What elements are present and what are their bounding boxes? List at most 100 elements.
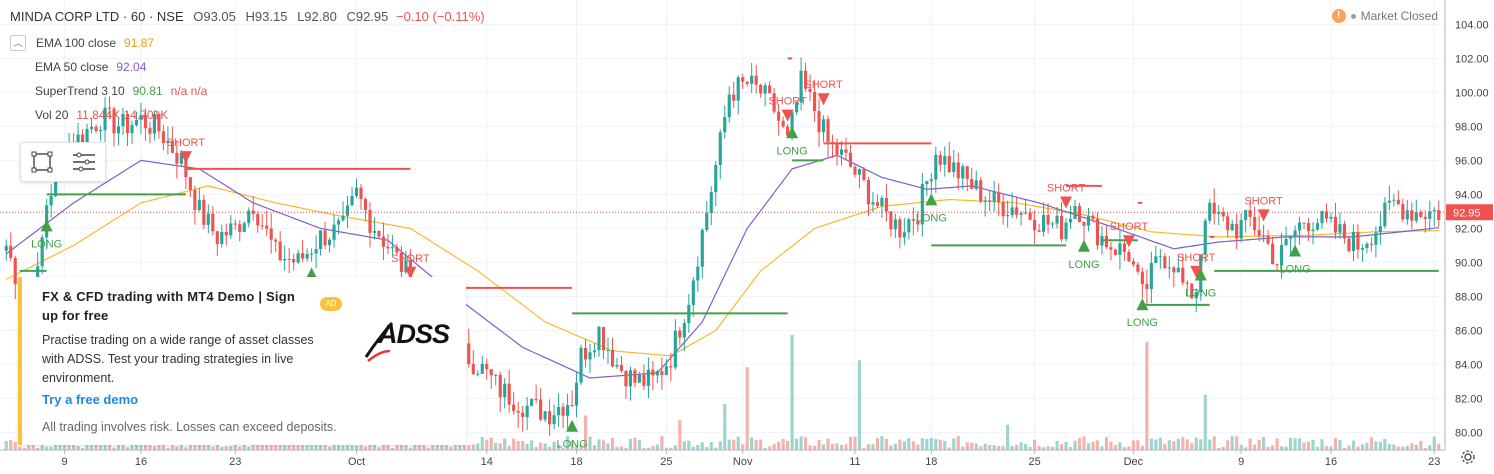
volume-bar (1311, 439, 1315, 450)
candle-body (489, 369, 493, 376)
volume-bar (1028, 446, 1032, 450)
candle-body (1271, 243, 1275, 265)
candle-body (1432, 210, 1436, 212)
volume-bar (956, 436, 960, 450)
candle-body (233, 223, 237, 225)
candle-body (723, 117, 727, 133)
ohlc-low: L92.80 (297, 9, 337, 24)
candle-body (1297, 222, 1302, 231)
candle-body (224, 231, 228, 236)
candle-body (476, 373, 480, 375)
volume-bar (543, 443, 547, 450)
candle-body (1302, 222, 1306, 224)
candle-body (610, 350, 615, 367)
candle-body (327, 239, 332, 246)
legend-row-ema50[interactable]: EMA 50 close 92.04 (10, 55, 207, 79)
candle-body (857, 169, 862, 175)
legend-row-supertrend[interactable]: SuperTrend 3 10 90.81 n/a n/a (10, 79, 207, 103)
volume-bar (1315, 446, 1320, 450)
candle-body (287, 258, 291, 260)
volume-bar (772, 444, 776, 450)
candle-body (377, 231, 381, 237)
volume-bar (1154, 439, 1158, 450)
volume-bar (1024, 443, 1028, 450)
volume-bar (1423, 447, 1427, 450)
candle-body (359, 187, 363, 200)
volume-bar (139, 444, 143, 450)
long-label: LONG (1279, 263, 1310, 275)
candle-body (718, 132, 722, 165)
volume-bar (31, 442, 35, 450)
market-status[interactable]: ! Market Closed (1331, 9, 1438, 23)
settings-gear-icon[interactable] (1460, 449, 1476, 470)
price-tick-label: 90.00 (1455, 257, 1483, 269)
time-axis[interactable]: 9 16 23 Oct 14 18 25 Nov 11 18 25 Dec 9 16 23 (0, 449, 1445, 474)
volume-bar (1383, 438, 1387, 450)
price-tick-label: 94.00 (1455, 189, 1483, 201)
warning-icon[interactable]: ! (1331, 9, 1346, 23)
advertisement-card[interactable]: FX & CFD trading with MT4 Demo | Sign up… (18, 277, 466, 445)
candle-body (1351, 232, 1356, 251)
candle-body (390, 247, 395, 249)
volume-bar (1221, 446, 1225, 450)
candle-body (1419, 212, 1423, 217)
volume-bar (1275, 438, 1279, 450)
volume-bar (866, 444, 871, 450)
volume-bar (750, 437, 754, 450)
volume-bar (601, 440, 606, 450)
candle-body (1221, 212, 1225, 217)
volume-bar (1396, 446, 1400, 450)
candle-body (830, 141, 835, 144)
candle-body (1109, 247, 1113, 250)
volume-bar (377, 447, 381, 450)
volume-bar (507, 445, 511, 450)
candle-body (1194, 291, 1198, 299)
candle-body (40, 237, 44, 267)
volume-bar (1149, 438, 1153, 450)
candle-body (1244, 210, 1248, 220)
volume-bar (238, 446, 242, 450)
last-price-tag (1446, 204, 1493, 221)
volume-bar (817, 439, 821, 450)
legend-label: EMA 100 close (36, 36, 117, 50)
candle-body (615, 364, 619, 367)
volume-bar (983, 443, 987, 450)
candle-body (98, 130, 103, 132)
volume-bar (934, 439, 938, 450)
candle-body (1401, 203, 1405, 220)
volume-bar (1140, 445, 1144, 450)
chevron-up-icon[interactable]: ︿ (10, 35, 26, 51)
rectangle-select-icon[interactable] (26, 148, 58, 176)
ad-cta-link[interactable]: Try a free demo (42, 392, 139, 407)
candle-body (1059, 215, 1064, 240)
candle-body (498, 374, 502, 398)
list-settings-icon[interactable] (68, 148, 100, 176)
volume-bar (1378, 441, 1382, 450)
volume-bar (557, 445, 561, 450)
candle-body (404, 260, 408, 273)
candle-body (1356, 232, 1360, 250)
volume-bar (408, 447, 412, 450)
volume-bar (179, 444, 183, 450)
candle-body (336, 220, 341, 225)
long-arrow-icon (305, 267, 318, 280)
candle-body (345, 205, 350, 216)
ad-title[interactable]: FX & CFD trading with MT4 Demo | Sign up… (42, 289, 295, 323)
volume-bar (170, 445, 174, 450)
candle-body (768, 85, 772, 94)
candle-body (812, 91, 817, 112)
legend-extra: n/a n/a (170, 84, 208, 98)
volume-bar (1064, 441, 1068, 450)
volume-bar (1217, 447, 1221, 450)
legend-row-volume[interactable]: Vol 20 11.844K 14.701K (10, 103, 207, 127)
candle-body (107, 107, 112, 109)
candle-body (1176, 267, 1180, 273)
volume-bar (696, 444, 700, 450)
candle-body (539, 399, 543, 420)
volume-bar (1095, 440, 1100, 450)
legend-row-ema100[interactable]: ︿ EMA 100 close 91.87 (10, 31, 207, 55)
ad-disclaimer: All trading involves risk. Losses can ex… (42, 420, 337, 434)
price-axis[interactable]: 104.00 102.00 100.00 98.00 96.00 94.00 92.00 90… (1444, 0, 1494, 474)
short-arrow-icon (404, 266, 417, 279)
candle-body (952, 162, 956, 172)
